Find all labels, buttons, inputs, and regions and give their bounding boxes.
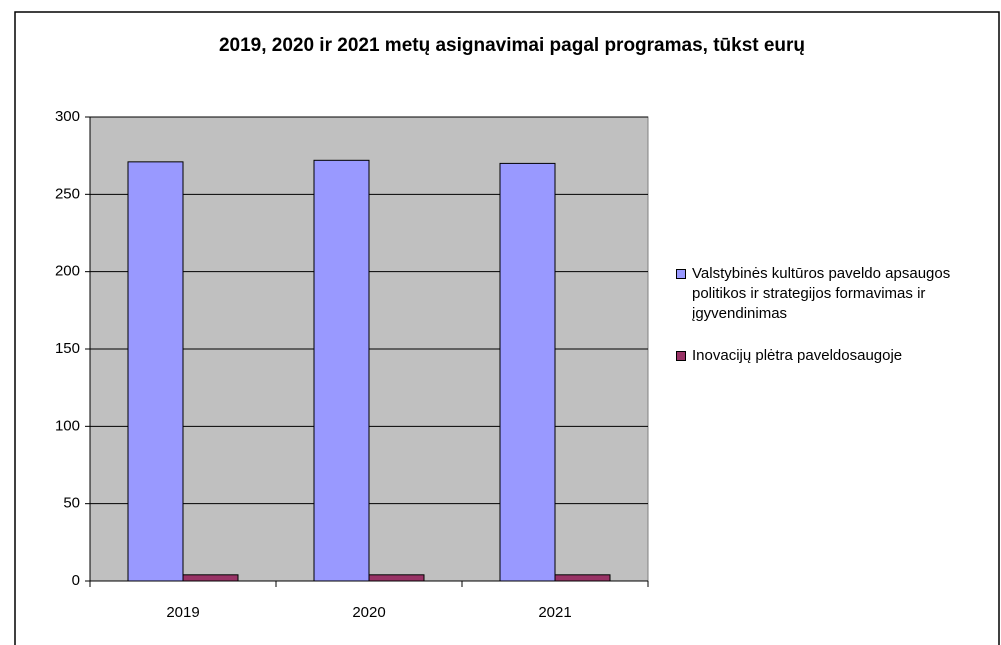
bar (182, 574, 239, 582)
bar (368, 574, 425, 582)
y-tick-label: 50 (63, 495, 80, 512)
bar (554, 574, 611, 582)
y-tick-label: 0 (72, 572, 80, 589)
chart-title: 2019, 2020 ir 2021 metų asignavimai paga… (219, 35, 805, 56)
legend-label: Valstybinės kultūros paveldo apsaugos po… (692, 265, 951, 322)
legend: Valstybinės kultūros paveldo apsaugos po… (676, 264, 998, 388)
x-tick-label: 2020 (352, 604, 385, 621)
y-tick-label: 150 (55, 340, 80, 357)
y-tick-label: 250 (55, 185, 80, 202)
legend-label: Inovacijų plėtra paveldosaugoje (692, 347, 903, 364)
legend-swatch (676, 351, 686, 361)
legend-swatch (676, 269, 686, 279)
bar (313, 159, 370, 582)
bar (499, 162, 556, 582)
y-tick-label: 200 (55, 263, 80, 280)
x-tick-label: 2019 (166, 604, 199, 621)
x-tick-label: 2021 (538, 604, 571, 621)
legend-entry: Inovacijų plėtra paveldosaugoje (676, 346, 998, 366)
bar (127, 161, 184, 582)
y-tick-label: 100 (55, 417, 80, 434)
y-tick-label: 300 (55, 108, 80, 125)
legend-entry: Valstybinės kultūros paveldo apsaugos po… (676, 264, 998, 324)
